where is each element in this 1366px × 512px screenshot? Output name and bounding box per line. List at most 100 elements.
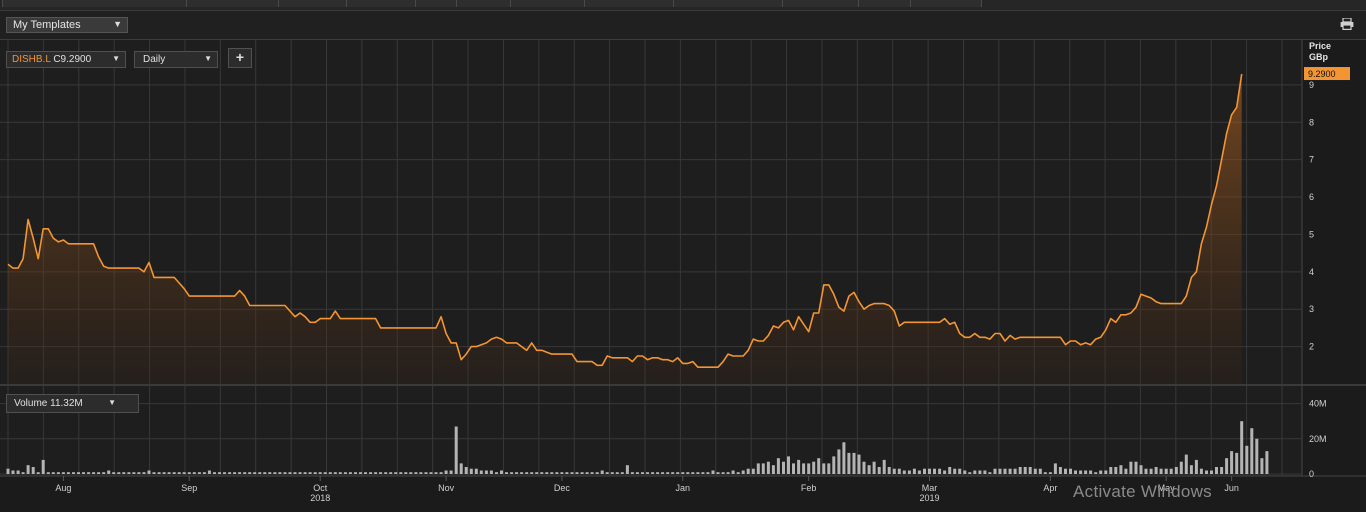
tab[interactable] <box>584 0 674 7</box>
volume-bar <box>1074 470 1077 474</box>
volume-bar <box>82 472 85 474</box>
tab[interactable] <box>858 0 911 7</box>
chevron-down-icon: ▼ <box>108 398 116 407</box>
volume-bar <box>369 472 373 474</box>
x-tick-label: Nov <box>438 483 455 493</box>
tab[interactable] <box>415 0 457 7</box>
volume-bar <box>1184 454 1188 474</box>
volume-bar <box>364 472 367 474</box>
print-icon[interactable] <box>1340 18 1354 30</box>
volume-bar <box>187 472 191 474</box>
volume-bar <box>968 472 972 474</box>
price-tick-label: 4 <box>1309 267 1314 277</box>
volume-bar <box>615 472 619 474</box>
volume-bar <box>394 472 398 474</box>
tab[interactable] <box>456 0 511 7</box>
volume-bar <box>1265 451 1269 474</box>
volume-bar <box>1043 472 1047 474</box>
volume-bar <box>1220 467 1224 474</box>
volume-bar <box>1038 468 1042 474</box>
tab[interactable] <box>510 0 585 7</box>
volume-bar <box>1225 458 1229 474</box>
volume-bar <box>424 472 428 474</box>
tab[interactable] <box>278 0 347 7</box>
volume-bar <box>827 463 831 474</box>
volume-bar <box>41 459 45 474</box>
volume-bar <box>263 472 267 474</box>
volume-bar <box>706 472 710 474</box>
volume-bar <box>323 472 327 474</box>
add-indicator-button[interactable]: + <box>228 48 252 68</box>
toolbar: My Templates ▼ <box>0 11 1366 40</box>
volume-bar <box>867 465 871 474</box>
volume-bar <box>691 472 695 474</box>
volume-bar <box>167 472 171 474</box>
volume-bar <box>766 461 770 474</box>
volume-bar <box>731 470 735 474</box>
volume-bar <box>817 458 821 474</box>
volume-bar <box>348 472 352 474</box>
price-tick-label: 3 <box>1309 304 1314 314</box>
volume-bar <box>948 467 952 474</box>
volume-bar <box>142 472 146 474</box>
volume-tick-label: 0 <box>1309 469 1314 479</box>
tab[interactable] <box>346 0 416 7</box>
volume-bar <box>469 468 473 474</box>
volume-bar <box>303 472 307 474</box>
instrument-selector[interactable]: DISHB.L C9.2900 ▼ <box>6 51 126 68</box>
volume-bar <box>288 472 292 474</box>
volume-bar <box>97 472 101 474</box>
volume-bar <box>51 472 55 474</box>
volume-bar <box>1084 470 1088 474</box>
volume-bar <box>157 472 161 474</box>
volume-bar <box>812 461 816 474</box>
volume-bar <box>1134 461 1138 474</box>
volume-bar <box>1144 468 1148 474</box>
volume-selector[interactable]: Volume 11.32M ▼ <box>6 394 139 413</box>
volume-bar <box>656 472 660 474</box>
volume-bar <box>1064 468 1067 474</box>
volume-bar <box>1260 458 1264 474</box>
interval-selector[interactable]: Daily ▼ <box>134 51 218 68</box>
price-tick-label: 9 <box>1309 80 1314 90</box>
volume-bar <box>585 472 589 474</box>
volume-bar <box>182 472 186 474</box>
volume-bar <box>283 472 287 474</box>
volume-bar <box>258 472 262 474</box>
volume-bar <box>474 468 478 474</box>
volume-bar <box>515 472 519 474</box>
templates-dropdown[interactable]: My Templates ▼ <box>6 17 128 33</box>
tab[interactable] <box>673 0 783 7</box>
volume-bar <box>213 472 216 474</box>
volume-bar <box>434 472 438 474</box>
volume-bar <box>218 472 221 474</box>
volume-bar <box>776 458 780 474</box>
volume-bar <box>751 468 755 474</box>
volume-bar <box>31 467 35 474</box>
tab[interactable] <box>782 0 859 7</box>
tab[interactable] <box>186 0 279 7</box>
volume-bar <box>1023 467 1027 474</box>
volume-bar <box>117 472 121 474</box>
volume-bar <box>711 470 715 474</box>
volume-bar <box>973 470 977 474</box>
volume-bar <box>87 472 91 474</box>
volume-bar <box>26 465 30 474</box>
instrument-ric: DISHB.L <box>12 54 51 65</box>
volume-bar <box>912 468 916 474</box>
volume-bar <box>318 472 322 474</box>
volume-bar <box>46 472 50 474</box>
volume-bar <box>963 470 967 474</box>
tab[interactable] <box>2 0 187 7</box>
volume-bar <box>1174 467 1178 474</box>
volume-bar <box>1079 470 1083 474</box>
volume-bar <box>404 472 408 474</box>
volume-tick-label: 20M <box>1309 434 1327 444</box>
volume-bar <box>1240 421 1244 474</box>
volume-bar <box>1028 467 1032 474</box>
volume-bar <box>278 472 282 474</box>
volume-bar <box>1199 468 1203 474</box>
tab[interactable] <box>910 0 982 7</box>
